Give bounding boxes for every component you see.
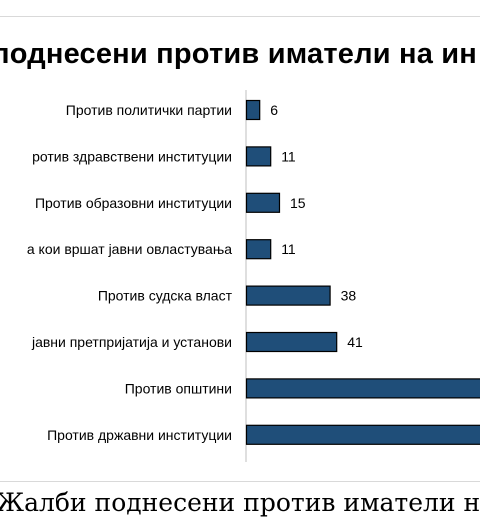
category-label: Против општини — [125, 380, 232, 396]
data-label: 11 — [281, 241, 296, 257]
bar — [245, 378, 480, 399]
category-label: јавни претпријатија и установи — [31, 334, 232, 350]
bar — [245, 146, 272, 167]
category-label: ротив здравствени институции — [32, 148, 232, 164]
category-label: Против судска власт — [98, 288, 233, 304]
data-label: 6 — [270, 102, 278, 118]
chart-title: поднесени против иматели на ин — [0, 38, 478, 70]
data-label: 41 — [347, 334, 363, 350]
bottom-divider — [0, 481, 480, 482]
top-divider — [0, 16, 480, 17]
bar — [245, 424, 480, 445]
data-label: 11 — [281, 148, 296, 164]
data-label: 15 — [290, 195, 306, 211]
bar — [245, 285, 331, 306]
category-label: Против државни институции — [47, 427, 232, 443]
category-label: а кои вршат јавни овластувања — [27, 241, 232, 257]
bar — [245, 99, 261, 121]
bar — [245, 239, 272, 260]
category-label: Против образовни институции — [35, 195, 232, 211]
bar — [245, 192, 281, 213]
figure-caption: Жалби поднесени против иматели на инфо — [0, 488, 480, 517]
bar — [245, 331, 338, 353]
data-label: 38 — [341, 288, 357, 304]
category-label: Против политички партии — [66, 102, 232, 118]
